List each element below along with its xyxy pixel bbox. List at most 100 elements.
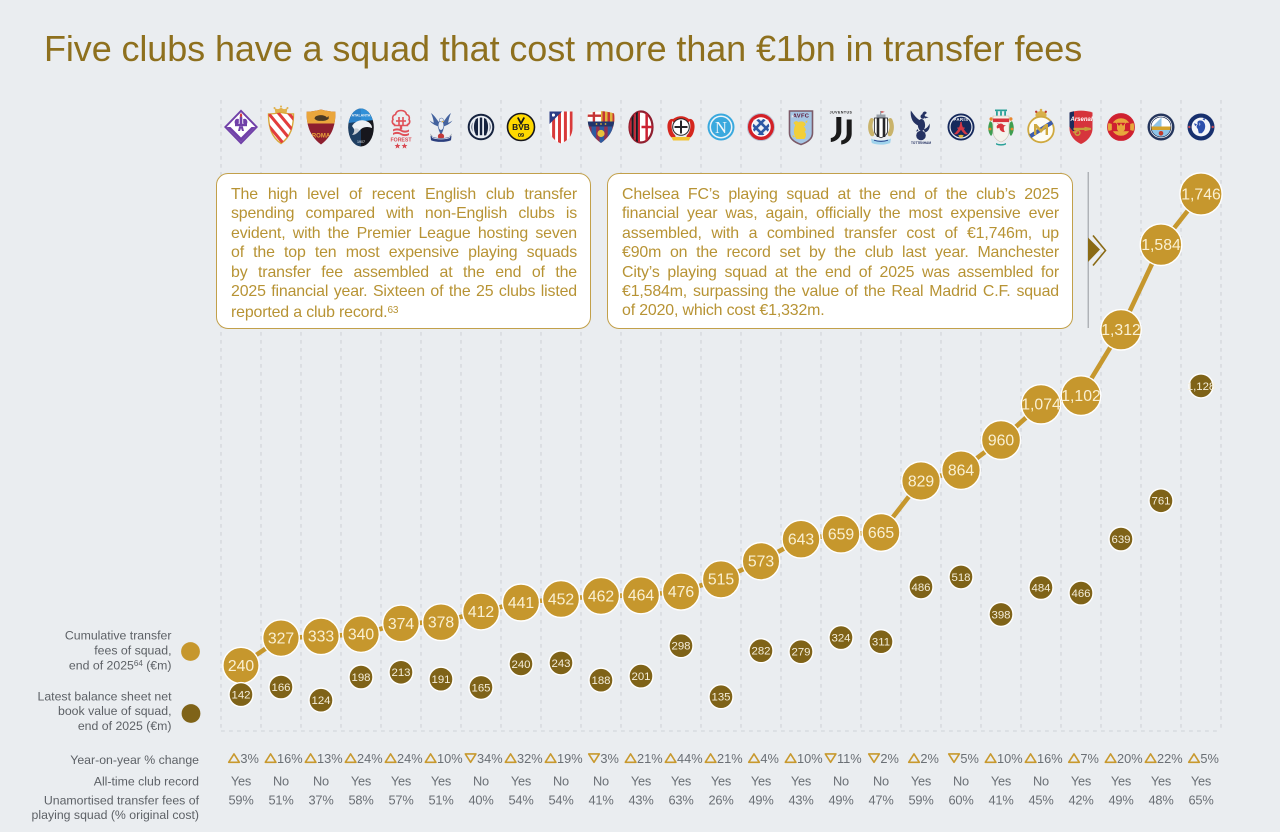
svg-text:1,584: 1,584	[1141, 237, 1181, 254]
svg-text:378: 378	[428, 615, 455, 632]
svg-text:960: 960	[988, 432, 1015, 449]
svg-text:298: 298	[671, 641, 690, 653]
svg-text:21%: 21%	[637, 751, 663, 766]
svg-text:ROMA: ROMA	[312, 134, 331, 140]
svg-text:201: 201	[631, 671, 650, 683]
svg-text:No: No	[953, 774, 969, 789]
svg-text:279: 279	[791, 647, 810, 659]
svg-text:191: 191	[431, 674, 450, 686]
svg-text:book value of squad,: book value of squad,	[58, 704, 172, 718]
svg-text:240: 240	[511, 659, 530, 671]
svg-text:166: 166	[271, 682, 290, 694]
svg-text:40%: 40%	[468, 793, 493, 808]
svg-text:324: 324	[831, 633, 850, 645]
svg-text:282: 282	[751, 646, 770, 658]
svg-text:47%: 47%	[868, 793, 893, 808]
svg-text:TOTTENHAM: TOTTENHAM	[911, 141, 931, 145]
svg-text:Yes: Yes	[431, 774, 451, 789]
svg-text:54%: 54%	[548, 793, 573, 808]
svg-text:398: 398	[991, 609, 1010, 621]
svg-text:No: No	[553, 774, 569, 789]
svg-text:54%: 54%	[508, 793, 533, 808]
svg-text:135: 135	[711, 692, 730, 704]
svg-text:464: 464	[628, 588, 655, 605]
svg-text:24%: 24%	[357, 751, 383, 766]
svg-text:Yes: Yes	[671, 774, 691, 789]
svg-text:1907: 1907	[357, 140, 365, 144]
svg-text:Cumulative transfer: Cumulative transfer	[65, 628, 172, 642]
svg-text:No: No	[593, 774, 609, 789]
svg-text:7%: 7%	[1080, 751, 1099, 766]
svg-text:3%: 3%	[600, 751, 619, 766]
svg-text:FOREST: FOREST	[390, 138, 412, 144]
svg-text:Yes: Yes	[351, 774, 371, 789]
svg-text:Yes: Yes	[511, 774, 531, 789]
svg-text:43%: 43%	[788, 793, 813, 808]
svg-text:3%: 3%	[240, 751, 259, 766]
svg-text:20%: 20%	[1117, 751, 1143, 766]
svg-text:JUVENTUS: JUVENTUS	[830, 111, 853, 115]
svg-text:240: 240	[228, 658, 255, 675]
svg-text:Yes: Yes	[711, 774, 731, 789]
svg-text:659: 659	[828, 527, 855, 544]
svg-text:BVB: BVB	[512, 122, 530, 132]
svg-text:333: 333	[308, 629, 335, 646]
svg-text:452: 452	[548, 591, 574, 608]
svg-text:49%: 49%	[828, 793, 853, 808]
svg-text:43%: 43%	[628, 793, 653, 808]
svg-text:Unamortised transfer fees of: Unamortised transfer fees of	[44, 793, 200, 807]
svg-text:213: 213	[391, 667, 410, 679]
svg-text:ATALANTA: ATALANTA	[352, 114, 371, 118]
svg-text:311: 311	[872, 637, 890, 649]
svg-text:412: 412	[468, 604, 494, 621]
svg-text:No: No	[273, 774, 289, 789]
svg-text:5%: 5%	[1200, 751, 1219, 766]
svg-text:end of 2025 (€m): end of 2025 (€m)	[78, 719, 172, 733]
svg-text:Yes: Yes	[1191, 774, 1211, 789]
svg-text:Yes: Yes	[631, 774, 651, 789]
svg-text:24%: 24%	[397, 751, 423, 766]
svg-text:Yes: Yes	[991, 774, 1011, 789]
svg-text:48%: 48%	[1148, 793, 1173, 808]
svg-text:5%: 5%	[960, 751, 979, 766]
svg-text:42%: 42%	[1068, 793, 1093, 808]
svg-text:165: 165	[471, 682, 490, 694]
svg-text:Yes: Yes	[1071, 774, 1091, 789]
svg-text:51%: 51%	[268, 793, 293, 808]
svg-text:16%: 16%	[1037, 751, 1063, 766]
svg-text:Yes: Yes	[1111, 774, 1131, 789]
svg-text:665: 665	[868, 525, 895, 542]
svg-text:45%: 45%	[1028, 793, 1053, 808]
svg-text:21%: 21%	[717, 751, 743, 766]
svg-text:4%: 4%	[760, 751, 779, 766]
svg-text:462: 462	[588, 588, 614, 605]
svg-text:34%: 34%	[477, 751, 503, 766]
svg-text:No: No	[313, 774, 329, 789]
svg-text:59%: 59%	[228, 793, 253, 808]
svg-text:1,102: 1,102	[1061, 388, 1101, 405]
svg-text:Yes: Yes	[911, 774, 931, 789]
svg-text:Yes: Yes	[391, 774, 411, 789]
svg-text:1,128: 1,128	[1187, 381, 1216, 393]
svg-text:63%: 63%	[668, 793, 693, 808]
svg-text:playing squad (% original cost: playing squad (% original cost)	[32, 808, 199, 822]
svg-text:41%: 41%	[988, 793, 1013, 808]
svg-text:2%: 2%	[880, 751, 899, 766]
svg-text:44%: 44%	[677, 751, 703, 766]
svg-text:466: 466	[1071, 588, 1090, 600]
svg-text:16%: 16%	[277, 751, 303, 766]
svg-text:Latest balance sheet net: Latest balance sheet net	[38, 689, 173, 703]
svg-text:No: No	[473, 774, 489, 789]
svg-text:1,746: 1,746	[1181, 186, 1221, 203]
svg-text:10%: 10%	[797, 751, 823, 766]
svg-text:fees of squad,: fees of squad,	[94, 643, 171, 657]
svg-text:59%: 59%	[908, 793, 933, 808]
svg-text:22%: 22%	[1157, 751, 1183, 766]
svg-text:476: 476	[668, 584, 695, 601]
svg-text:374: 374	[388, 616, 415, 633]
svg-text:65%: 65%	[1188, 793, 1213, 808]
svg-text:11%: 11%	[837, 751, 862, 766]
svg-text:10%: 10%	[437, 751, 463, 766]
svg-text:1,074: 1,074	[1021, 397, 1061, 414]
svg-text:198: 198	[351, 672, 370, 684]
